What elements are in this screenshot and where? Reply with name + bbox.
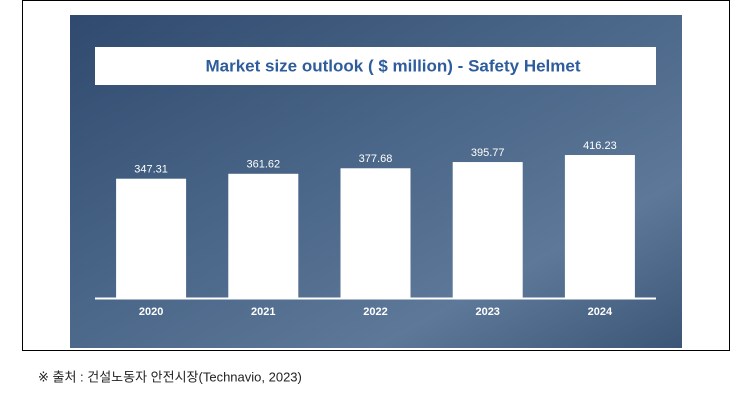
value-label: 347.31 bbox=[134, 164, 168, 176]
bar bbox=[564, 155, 635, 298]
value-label: 361.62 bbox=[246, 159, 280, 171]
bar bbox=[452, 162, 523, 298]
bar bbox=[340, 168, 411, 298]
x-tick-label: 2024 bbox=[588, 306, 613, 318]
x-tick-label: 2023 bbox=[475, 306, 499, 318]
value-label: 395.77 bbox=[471, 147, 505, 159]
x-tick-label: 2020 bbox=[139, 306, 163, 318]
x-tick-label: 2022 bbox=[363, 306, 387, 318]
value-label: 416.23 bbox=[583, 140, 617, 152]
value-label: 377.68 bbox=[359, 153, 393, 165]
bar bbox=[228, 173, 299, 298]
x-tick-label: 2021 bbox=[251, 306, 275, 318]
chart-title: Market size outlook ( $ million) - Safet… bbox=[205, 56, 580, 75]
source-note: ※ 출처 : 건설노동자 안전시장(Technavio, 2023) bbox=[38, 369, 302, 384]
bar bbox=[116, 178, 187, 298]
title-box bbox=[95, 47, 656, 85]
